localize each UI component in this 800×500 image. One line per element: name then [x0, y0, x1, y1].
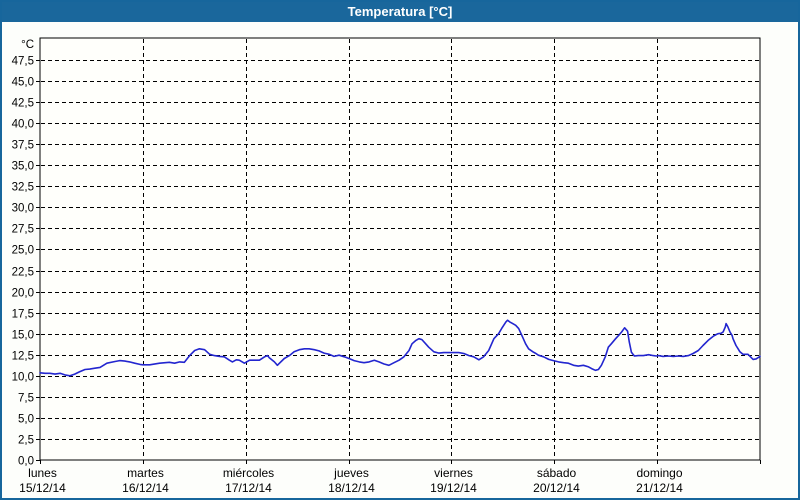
y-axis-label: 25,0 — [12, 245, 34, 257]
window-titlebar: Temperatura [°C] — [2, 2, 798, 22]
x-axis-day-label: sábado — [537, 466, 577, 480]
x-axis-day-label: martes — [127, 466, 164, 480]
y-axis-label: 42,5 — [12, 98, 34, 110]
x-axis-day-label: lunes — [28, 466, 57, 480]
y-axis-label: 2,5 — [18, 435, 34, 447]
x-axis-date-label: 18/12/14 — [328, 481, 375, 495]
x-axis-day-label: jueves — [333, 466, 369, 480]
y-axis-label: 32,5 — [12, 182, 34, 194]
x-axis-day-label: miércoles — [223, 466, 274, 480]
y-axis-label: 35,0 — [12, 161, 34, 173]
y-axis-label: 47,5 — [12, 56, 34, 68]
y-axis-label: 37,5 — [12, 140, 34, 152]
y-axis-label: 15,0 — [12, 330, 34, 342]
x-axis-day-label: viernes — [434, 466, 473, 480]
y-axis-label: 40,0 — [12, 119, 34, 131]
x-axis-date-label: 16/12/14 — [122, 481, 169, 495]
y-axis-label: 7,5 — [18, 393, 34, 405]
temperature-series-line — [39, 319, 761, 377]
y-axis-label: 45,0 — [12, 77, 34, 89]
y-axis-unit-label: °C — [21, 39, 34, 51]
y-axis-label: 10,0 — [12, 372, 34, 384]
x-axis-day-label: domingo — [636, 466, 682, 480]
x-axis-date-label: 15/12/14 — [19, 481, 66, 495]
x-axis-date-label: 19/12/14 — [430, 481, 477, 495]
y-axis-label: 30,0 — [12, 203, 34, 215]
y-axis-label: 20,0 — [12, 288, 34, 300]
x-axis-date-label: 21/12/14 — [636, 481, 683, 495]
window-title: Temperatura [°C] — [347, 4, 453, 19]
x-axis-date-label: 20/12/14 — [533, 481, 580, 495]
y-axis-label: 22,5 — [12, 267, 34, 279]
y-axis-label: 0,0 — [18, 456, 34, 468]
y-axis-label: 17,5 — [12, 309, 34, 321]
y-axis-label: 27,5 — [12, 224, 34, 236]
y-axis-label: 5,0 — [18, 414, 34, 426]
y-axis-label: 12,5 — [12, 351, 34, 363]
x-axis-date-label: 17/12/14 — [225, 481, 272, 495]
